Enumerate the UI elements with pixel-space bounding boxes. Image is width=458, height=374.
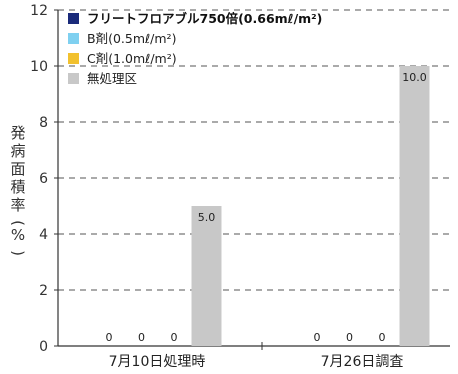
data-label: 10.0 xyxy=(402,71,427,84)
y-axis-label-char: 面 xyxy=(10,160,25,178)
y-tick-label: 8 xyxy=(39,115,48,131)
data-label: 0 xyxy=(314,331,321,344)
data-label: 0 xyxy=(106,331,113,344)
axis-layer: 0 2 4 6 8 10 12 xyxy=(30,3,450,355)
legend-label: 無処理区 xyxy=(87,71,137,86)
legend-label: フリートフロアブル750倍(0.66mℓ/m²) xyxy=(87,11,322,26)
data-label: 0 xyxy=(346,331,353,344)
data-label: 0 xyxy=(138,331,145,344)
legend-label: C剤(1.0mℓ/m²) xyxy=(87,51,177,66)
legend-swatch xyxy=(68,73,79,84)
bar-layer xyxy=(191,66,430,346)
bar xyxy=(191,206,222,346)
legend-swatch xyxy=(68,33,79,44)
data-label: 5.0 xyxy=(198,211,216,224)
y-axis-label-char: % xyxy=(11,226,25,244)
label-layer: 0 0 0 5.0 7月10日処理時 0 0 0 10.0 7月26日調査 xyxy=(106,71,427,370)
x-tick-label: 7月10日処理時 xyxy=(109,354,206,370)
data-label: 0 xyxy=(171,331,178,344)
y-tick-label: 12 xyxy=(30,3,48,19)
y-axis-label-char: ) xyxy=(9,250,27,256)
bar xyxy=(399,66,430,346)
y-tick-label: 2 xyxy=(39,283,48,299)
y-axis-label-char: 病 xyxy=(10,142,25,160)
y-axis-label-char: 率 xyxy=(10,196,25,214)
legend-swatch xyxy=(68,13,79,24)
legend-label: B剤(0.5mℓ/m²) xyxy=(87,31,176,46)
y-axis-label-char: 発 xyxy=(10,124,25,142)
y-tick-label: 10 xyxy=(30,59,48,75)
y-tick-label: 6 xyxy=(39,171,48,187)
y-axis-label-char: 積 xyxy=(10,178,25,196)
y-tick-label: 4 xyxy=(39,227,48,243)
y-axis-label-char: ( xyxy=(9,220,27,226)
legend: フリートフロアブル750倍(0.66mℓ/m²) B剤(0.5mℓ/m²) C剤(1… xyxy=(68,11,322,86)
y-tick-label: 0 xyxy=(39,339,48,355)
legend-swatch xyxy=(68,53,79,64)
data-label: 0 xyxy=(379,331,386,344)
x-tick-label: 7月26日調査 xyxy=(321,354,404,370)
